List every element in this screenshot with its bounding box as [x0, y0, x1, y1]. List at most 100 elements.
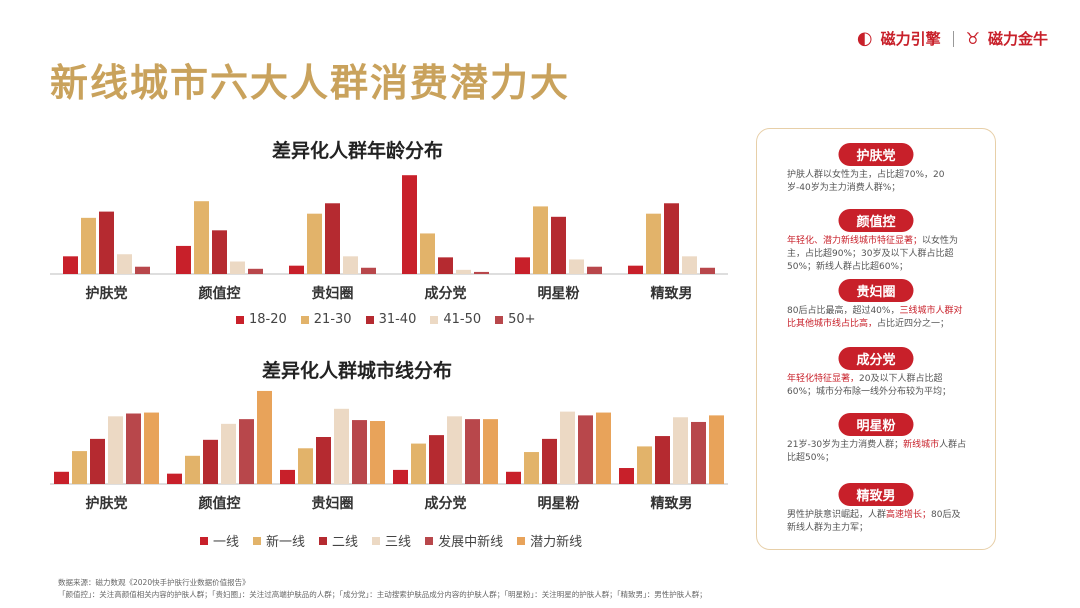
- bar-护肤党-二线: [90, 438, 105, 484]
- x-tick-label: 护肤党: [86, 495, 128, 512]
- x-tick-label: 护肤党: [86, 285, 128, 302]
- bar-颜值控-新一线: [185, 455, 200, 484]
- legend-swatch: [372, 536, 381, 545]
- bar-颜值控-二线: [203, 439, 218, 484]
- bar-颜值控-31-40: [212, 230, 227, 274]
- legend-swatch: [517, 536, 526, 545]
- bar-成分党-21-30: [420, 233, 435, 274]
- bar-护肤党-三线: [108, 416, 123, 484]
- bar-成分党-31-40: [438, 257, 453, 274]
- bar-颜值控-21-30: [194, 201, 209, 274]
- bar-精致男-31-40: [664, 203, 679, 274]
- bar-颜值控-三线: [221, 423, 236, 484]
- chart-title-age: 差异化人群年龄分布: [272, 140, 444, 162]
- bar-明星粉-二线: [542, 438, 557, 484]
- bar-成分党-一线: [393, 469, 408, 484]
- bar-明星粉-31-40: [551, 216, 566, 274]
- bar-贵妇圈-一线: [280, 469, 295, 484]
- age-legend: 18-20 21-30 31-40 41-50 50+: [236, 312, 536, 327]
- persona-desc: 年轻化特征显著，20及以下人群占比超60%；城市分布除一线外分布较为平均；: [787, 373, 967, 399]
- brand-logo-icon: ◐: [856, 28, 873, 49]
- persona-desc: 年轻化、潜力新线城市特征显著；以女性为主，占比超90%；30岁及以下人群占比超5…: [787, 235, 967, 274]
- persona-desc-highlight: 高速增长；: [886, 510, 932, 520]
- persona-tag: 贵妇圈: [838, 279, 914, 302]
- bar-成分党-18-20: [402, 175, 417, 274]
- bar-护肤党-41-50: [117, 254, 132, 274]
- bar-颜值控-发展中新线: [239, 419, 254, 484]
- legend-label: 新一线: [266, 535, 306, 550]
- bar-护肤党-50+: [135, 266, 150, 274]
- legend-item: 发展中新线: [425, 531, 503, 550]
- legend-item: 21-30: [300, 312, 352, 327]
- legend-label: 50+: [508, 312, 536, 327]
- legend-swatch: [236, 315, 244, 324]
- legend-label: 发展中新线: [438, 535, 504, 550]
- x-tick-label: 明星粉: [538, 285, 580, 302]
- bar-贵妇圈-三线: [334, 408, 349, 484]
- legend-item: 新一线: [253, 531, 305, 550]
- bar-贵妇圈-50+: [361, 267, 376, 274]
- x-tick-label: 贵妇圈: [312, 495, 354, 512]
- bar-护肤党-一线: [54, 471, 69, 484]
- persona-desc-highlight: 年轻化特征显著，: [787, 374, 860, 384]
- persona-tag: 精致男: [838, 483, 914, 506]
- x-tick-label: 成分党: [425, 285, 467, 302]
- city-tier-legend: 一线 新一线 二线 三线 发展中新线 潜力新线: [200, 531, 582, 550]
- bar-明星粉-三线: [560, 411, 575, 484]
- bar-颜值控-41-50: [230, 261, 245, 274]
- legend-item: 一线: [200, 531, 239, 550]
- legend-swatch: [319, 536, 328, 545]
- bar-贵妇圈-41-50: [343, 256, 358, 274]
- persona-desc: 80后占比最高，超过40%，三线城市人群对比其他城市线占比高，占比近四分之一；: [787, 305, 967, 331]
- bar-贵妇圈-新一线: [298, 448, 313, 484]
- persona-desc-text: 男性护肤意识崛起，人群: [787, 510, 887, 520]
- legend-label: 18-20: [249, 312, 287, 327]
- bar-贵妇圈-发展中新线: [352, 420, 367, 484]
- persona-desc-text: 21岁-30岁为主力消费人群；: [787, 440, 904, 450]
- logo-divider: [952, 30, 954, 47]
- bar-明星粉-发展中新线: [578, 415, 593, 484]
- legend-item: 41-50: [430, 312, 481, 327]
- persona-tag: 成分党: [838, 347, 914, 370]
- legend-label: 一线: [213, 535, 240, 550]
- legend-label: 二线: [332, 535, 359, 550]
- persona-tag: 颜值控: [838, 209, 914, 232]
- brand-logo-1: 磁力引擎: [880, 30, 941, 48]
- bar-成分党-三线: [447, 416, 462, 484]
- persona-desc-text: 20及以下人群占比超60%；城市分布除一线外分布较为平均；: [787, 374, 952, 397]
- x-tick-label: 颜值控: [199, 285, 241, 302]
- bar-颜值控-50+: [248, 268, 263, 274]
- persona-tag: 明星粉: [838, 413, 914, 436]
- bar-护肤党-18-20: [63, 256, 78, 274]
- legend-item: 潜力新线: [517, 531, 582, 550]
- bar-明星粉-41-50: [569, 259, 584, 274]
- brand-logo-2: 磁力金牛: [987, 30, 1048, 48]
- bar-明星粉-潜力新线: [596, 412, 611, 484]
- persona-tag: 护肤党: [838, 143, 914, 166]
- legend-swatch: [253, 536, 262, 545]
- persona-desc-text: 以女性为主，占比超90%；30岁及以下人群占比超50%；新线人群占比超60%；: [787, 236, 959, 272]
- bar-护肤党-31-40: [99, 211, 114, 274]
- bar-明星粉-新一线: [524, 452, 539, 484]
- bar-明星粉-18-20: [515, 257, 530, 274]
- persona-desc-highlight: 年轻化、潜力新线城市特征显著；: [787, 236, 923, 246]
- bar-护肤党-21-30: [81, 217, 96, 274]
- page-title: 新线城市六大人群消费潜力大: [50, 60, 571, 105]
- x-tick-label: 成分党: [425, 495, 467, 512]
- bar-成分党-二线: [429, 435, 444, 484]
- x-tick-label: 贵妇圈: [312, 285, 354, 302]
- city-tier-chart: 护肤党 颜值控 贵妇圈 成分党 明星粉 精致男: [50, 390, 728, 512]
- bar-精致男-18-20: [628, 265, 643, 274]
- bar-明星粉-21-30: [533, 206, 548, 274]
- bar-精致男-50+: [700, 267, 715, 274]
- legend-swatch: [200, 536, 208, 545]
- bar-贵妇圈-31-40: [325, 203, 340, 274]
- legend-item: 18-20: [236, 312, 287, 327]
- bull-logo-icon: ♉: [965, 29, 980, 48]
- persona-desc-highlight: 新线城市: [903, 440, 940, 450]
- bar-贵妇圈-18-20: [289, 265, 304, 274]
- legend-swatch: [425, 536, 434, 545]
- bar-精致男-新一线: [637, 446, 652, 484]
- x-tick-label: 精致男: [651, 285, 693, 302]
- bar-精致男-三线: [673, 417, 688, 484]
